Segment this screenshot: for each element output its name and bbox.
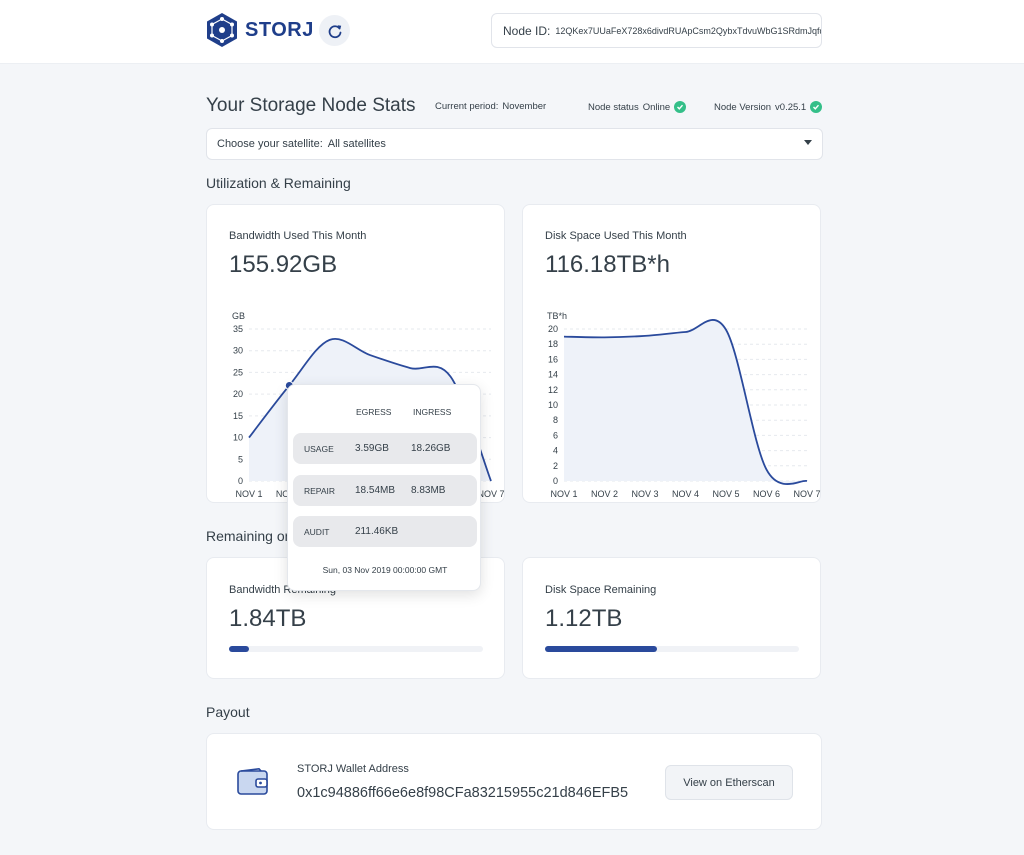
y-tick-label: 0 <box>238 476 243 486</box>
version-label: Node Version <box>714 101 772 113</box>
tooltip-row-audit: AUDIT 211.46KB <box>293 516 477 547</box>
wallet-label: STORJ Wallet Address <box>297 763 409 775</box>
x-tick-label: NOV 6 <box>753 489 780 499</box>
tooltip-egress-header: EGRESS <box>356 407 392 417</box>
tooltip-row-repair: REPAIR 18.54MB 8.83MB <box>293 475 477 506</box>
utilization-section-title: Utilization & Remaining <box>206 175 351 191</box>
disk-remaining-card: Disk Space Remaining 1.12TB <box>522 557 821 679</box>
y-axis-label: TB*h <box>547 311 567 321</box>
tooltip-row-usage: USAGE 3.59GB 18.26GB <box>293 433 477 464</box>
node-id-box[interactable]: Node ID: 12QKex7UUaFeX728x6divdRUApCsm2Q… <box>491 13 822 48</box>
y-tick-label: 4 <box>553 446 558 456</box>
y-tick-label: 5 <box>238 454 243 464</box>
tooltip-ingress-header: INGRESS <box>413 407 452 417</box>
tooltip-row-egress: 3.59GB <box>355 443 389 454</box>
disk-remaining-bar <box>545 646 799 652</box>
chart-tooltip: EGRESS INGRESS USAGE 3.59GB 18.26GB REPA… <box>287 384 481 591</box>
x-tick-label: NOV 1 <box>235 489 262 499</box>
tooltip-row-key: USAGE <box>304 444 334 454</box>
node-version: Node Version v0.25.1 <box>714 101 823 113</box>
status-value: Online <box>642 101 671 113</box>
logo-text: STORJ <box>245 18 314 41</box>
x-tick-label: NOV 7 <box>793 489 820 499</box>
remaining-section-title: Remaining on <box>206 528 293 544</box>
storj-logo[interactable]: STORJ <box>205 12 314 48</box>
wallet-address[interactable]: 0x1c94886ff66e6e8f98CFa83215955c21d846EF… <box>297 785 629 801</box>
disk-remaining-fill <box>545 646 657 652</box>
y-tick-label: 18 <box>548 339 558 349</box>
y-tick-label: 15 <box>233 411 243 421</box>
node-id-label: Node ID: <box>503 23 551 38</box>
wallet-card: STORJ Wallet Address 0x1c94886ff66e6e8f9… <box>206 733 822 830</box>
y-tick-label: 10 <box>233 433 243 443</box>
y-tick-label: 30 <box>233 346 243 356</box>
y-tick-label: 10 <box>548 400 558 410</box>
satellite-label: Choose your satellite: <box>217 138 323 150</box>
disk-used-label: Disk Space Used This Month <box>545 230 687 242</box>
top-header: STORJ Node ID: 12QKex7UUaFeX728x6divdRUA… <box>0 0 1024 64</box>
chevron-down-icon <box>804 140 812 145</box>
x-tick-label: NOV 4 <box>672 489 699 499</box>
check-icon <box>810 101 823 113</box>
y-tick-label: 35 <box>233 324 243 334</box>
y-tick-label: 0 <box>553 476 558 486</box>
tooltip-row-ingress: 8.83MB <box>411 485 446 496</box>
node-id-value: 12QKex7UUaFeX728x6divdRUApCsm2QybxTdvuWb… <box>555 25 822 36</box>
bandwidth-used-label: Bandwidth Used This Month <box>229 230 367 242</box>
tooltip-row-egress: 18.54MB <box>355 485 396 496</box>
y-tick-label: 6 <box>553 430 558 440</box>
tooltip-row-key: AUDIT <box>304 527 330 537</box>
refresh-icon <box>328 24 341 38</box>
period-value: November <box>502 101 547 112</box>
x-tick-label: NOV 2 <box>591 489 618 499</box>
y-tick-label: 20 <box>233 389 243 399</box>
bandwidth-used-value: 155.92GB <box>229 251 338 278</box>
node-status: Node status Online <box>588 101 687 113</box>
storj-logo-icon <box>207 13 237 47</box>
view-on-etherscan-button[interactable]: View on Etherscan <box>665 765 793 800</box>
tooltip-date: Sun, 03 Nov 2019 00:00:00 GMT <box>322 565 448 575</box>
tooltip-row-egress: 211.46KB <box>355 526 399 537</box>
bandwidth-remaining-fill <box>229 646 250 652</box>
disk-used-card: Disk Space Used This Month 116.18TB*h TB… <box>522 204 821 503</box>
check-icon <box>674 101 687 113</box>
y-tick-label: 25 <box>233 367 243 377</box>
y-tick-label: 16 <box>548 354 558 364</box>
y-tick-label: 20 <box>548 324 558 334</box>
current-period: Current period: November <box>435 101 546 112</box>
period-label: Current period: <box>435 101 499 112</box>
x-tick-label: NOV 3 <box>631 489 658 499</box>
bandwidth-remaining-bar <box>229 646 483 652</box>
disk-used-value: 116.18TB*h <box>545 251 670 278</box>
y-tick-label: 8 <box>553 415 558 425</box>
satellite-value: All satellites <box>327 138 386 150</box>
wallet-icon <box>237 768 268 795</box>
x-tick-label: NOV 7 <box>477 489 504 499</box>
disk-remaining-label: Disk Space Remaining <box>545 584 657 596</box>
y-tick-label: 2 <box>553 461 558 471</box>
status-label: Node status <box>588 101 639 113</box>
y-tick-label: 12 <box>548 385 558 395</box>
x-tick-label: NOV 5 <box>712 489 739 499</box>
y-axis-label: GB <box>232 311 245 321</box>
x-tick-label: NOV 1 <box>550 489 577 499</box>
tooltip-row-key: REPAIR <box>304 486 336 496</box>
version-value: v0.25.1 <box>775 101 807 113</box>
disk-remaining-value: 1.12TB <box>545 605 623 632</box>
payout-section-title: Payout <box>206 704 250 720</box>
bandwidth-remaining-value: 1.84TB <box>229 605 307 632</box>
series-area <box>564 319 807 485</box>
tooltip-row-ingress: 18.26GB <box>411 443 451 454</box>
refresh-button[interactable] <box>319 15 350 46</box>
disk-chart[interactable]: TB*h 0 2 4 6 8 10 12 14 16 18 20 NOV 1 NOV 2 NOV 3 NOV … <box>523 205 822 504</box>
page-title: Your Storage Node Stats <box>206 95 416 116</box>
y-tick-label: 14 <box>548 370 558 380</box>
satellite-select[interactable]: Choose your satellite: All satellites <box>206 128 823 160</box>
